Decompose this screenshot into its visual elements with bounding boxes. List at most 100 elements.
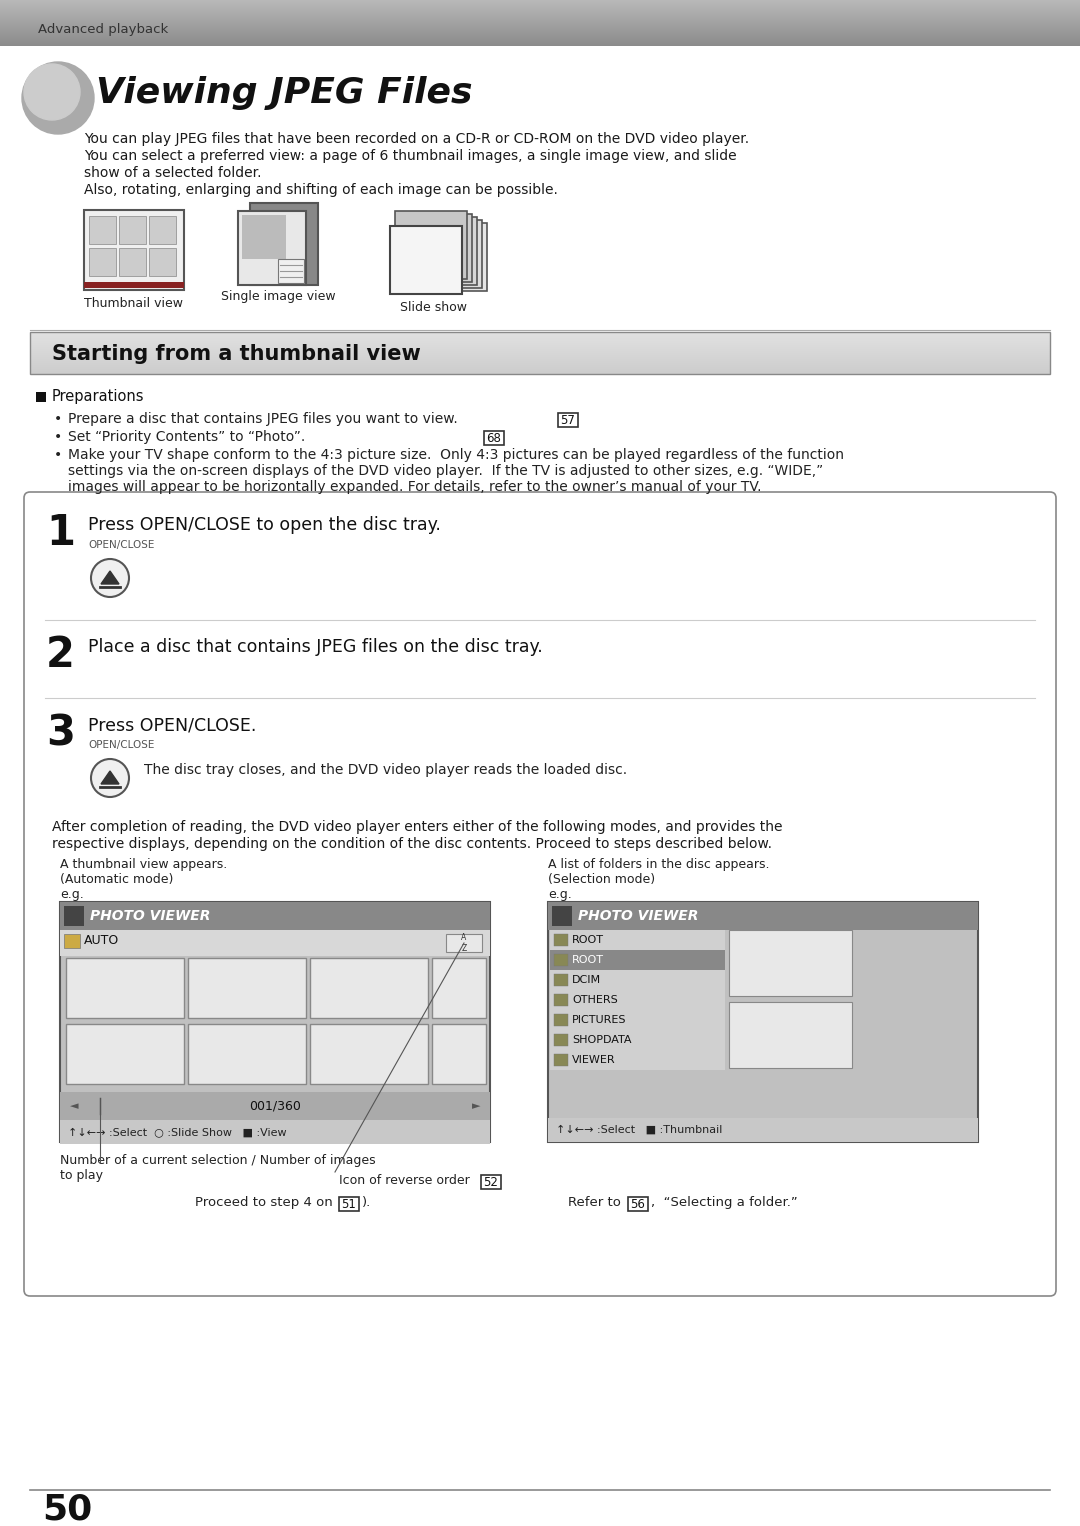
Bar xyxy=(554,1013,568,1025)
Bar xyxy=(415,223,487,291)
Bar xyxy=(30,333,1050,374)
Text: The disc tray closes, and the DVD video player reads the loaded disc.: The disc tray closes, and the DVD video … xyxy=(144,763,627,777)
Bar xyxy=(558,414,578,427)
Text: •: • xyxy=(54,449,63,462)
Bar xyxy=(278,259,303,282)
Bar xyxy=(550,990,725,1010)
Text: SHOPDATA: SHOPDATA xyxy=(572,1035,632,1045)
Text: e.g.: e.g. xyxy=(60,888,84,900)
Bar xyxy=(481,1175,501,1189)
Text: After completion of reading, the DVD video player enters either of the following: After completion of reading, the DVD vid… xyxy=(52,819,783,835)
Bar xyxy=(432,1024,486,1083)
Text: show of a selected folder.: show of a selected folder. xyxy=(84,166,261,180)
Text: ).: ). xyxy=(362,1196,372,1209)
Text: 52: 52 xyxy=(484,1175,499,1189)
Text: Refer to: Refer to xyxy=(568,1196,625,1209)
Text: 68: 68 xyxy=(487,432,501,444)
Text: •: • xyxy=(54,430,63,444)
Text: OTHERS: OTHERS xyxy=(572,995,618,1006)
Text: settings via the on-screen displays of the DVD video player.  If the TV is adjus: settings via the on-screen displays of t… xyxy=(68,464,823,478)
Bar xyxy=(119,249,146,276)
Bar xyxy=(390,226,462,295)
Bar xyxy=(548,1119,978,1141)
Text: ↑↓←→ :Select  ○ :Slide Show   ■ :View: ↑↓←→ :Select ○ :Slide Show ■ :View xyxy=(68,1128,286,1137)
Text: PHOTO VIEWER: PHOTO VIEWER xyxy=(90,909,211,923)
Text: Set “Priority Contents” to “Photo”.: Set “Priority Contents” to “Photo”. xyxy=(68,430,306,444)
Bar xyxy=(149,249,176,276)
Bar xyxy=(552,906,572,926)
Text: 51: 51 xyxy=(341,1198,356,1210)
Text: 1: 1 xyxy=(46,513,75,554)
Text: e.g.: e.g. xyxy=(548,888,571,900)
Text: A
Z: A Z xyxy=(461,934,467,952)
Text: Also, rotating, enlarging and shifting of each image can be possible.: Also, rotating, enlarging and shifting o… xyxy=(84,183,558,197)
Bar xyxy=(550,929,725,951)
Bar xyxy=(89,217,116,244)
Bar xyxy=(64,906,84,926)
Text: Proceed to step 4 on: Proceed to step 4 on xyxy=(195,1196,337,1209)
Text: Preparations: Preparations xyxy=(52,389,145,404)
Bar xyxy=(238,211,306,285)
Text: 50: 50 xyxy=(42,1492,92,1526)
Text: Icon of reverse order: Icon of reverse order xyxy=(339,1173,474,1187)
Polygon shape xyxy=(102,771,119,784)
Text: ↑↓←→ :Select   ■ :Thumbnail: ↑↓←→ :Select ■ :Thumbnail xyxy=(556,1125,723,1135)
Text: OPEN/CLOSE: OPEN/CLOSE xyxy=(87,740,154,749)
Bar xyxy=(60,1120,490,1144)
Bar xyxy=(410,220,482,288)
Text: Make your TV shape conform to the 4:3 picture size.  Only 4:3 pictures can be pl: Make your TV shape conform to the 4:3 pi… xyxy=(68,449,843,462)
Text: (Automatic mode): (Automatic mode) xyxy=(60,873,174,887)
Bar xyxy=(89,249,116,276)
Text: ►: ► xyxy=(472,1100,481,1111)
Bar xyxy=(548,902,978,929)
Bar xyxy=(66,1024,184,1083)
Text: Prepare a disc that contains JPEG files you want to view.: Prepare a disc that contains JPEG files … xyxy=(68,412,458,426)
Bar xyxy=(550,1050,725,1070)
Text: You can play JPEG files that have been recorded on a CD-R or CD-ROM on the DVD v: You can play JPEG files that have been r… xyxy=(84,133,750,146)
Bar xyxy=(729,1003,852,1068)
Text: respective displays, depending on the condition of the disc contents. Proceed to: respective displays, depending on the co… xyxy=(52,836,772,852)
Bar xyxy=(188,1024,306,1083)
Bar xyxy=(432,958,486,1018)
Text: •: • xyxy=(54,412,63,426)
Bar xyxy=(550,951,725,971)
Bar xyxy=(550,1030,725,1050)
Text: 56: 56 xyxy=(631,1198,646,1210)
Bar xyxy=(64,934,80,948)
Circle shape xyxy=(22,63,94,134)
Text: VIEWER: VIEWER xyxy=(572,1054,616,1065)
Text: Viewing JPEG Files: Viewing JPEG Files xyxy=(96,76,473,110)
Text: ◄: ◄ xyxy=(70,1100,78,1111)
Text: images will appear to be horizontally expanded. For details, refer to the owner’: images will appear to be horizontally ex… xyxy=(68,481,761,494)
Text: Press OPEN/CLOSE to open the disc tray.: Press OPEN/CLOSE to open the disc tray. xyxy=(87,516,441,534)
Bar xyxy=(188,958,306,1018)
Bar xyxy=(548,902,978,1141)
Text: ,  “Selecting a folder.”: , “Selecting a folder.” xyxy=(651,1196,798,1209)
Text: Single image view: Single image view xyxy=(220,290,335,304)
Bar xyxy=(550,971,725,990)
Text: (Selection mode): (Selection mode) xyxy=(548,873,656,887)
Circle shape xyxy=(91,758,129,797)
Bar xyxy=(60,929,490,955)
Circle shape xyxy=(24,64,80,121)
Bar xyxy=(484,430,504,446)
Text: 2: 2 xyxy=(46,633,75,676)
Bar xyxy=(405,217,477,285)
Text: 3: 3 xyxy=(46,713,75,754)
Bar xyxy=(149,217,176,244)
Text: Press OPEN/CLOSE.: Press OPEN/CLOSE. xyxy=(87,716,256,734)
Text: AUTO: AUTO xyxy=(84,934,119,948)
Text: ROOT: ROOT xyxy=(572,935,604,945)
Bar xyxy=(66,958,184,1018)
Bar xyxy=(446,934,482,952)
Bar xyxy=(554,993,568,1006)
Bar xyxy=(554,1035,568,1045)
Text: Number of a current selection / Number of images: Number of a current selection / Number o… xyxy=(60,1154,376,1167)
Text: Starting from a thumbnail view: Starting from a thumbnail view xyxy=(52,343,421,365)
Text: A list of folders in the disc appears.: A list of folders in the disc appears. xyxy=(548,858,769,871)
Text: ROOT: ROOT xyxy=(572,955,604,964)
Text: Advanced playback: Advanced playback xyxy=(38,23,168,37)
Bar xyxy=(60,902,490,1141)
Text: 001/360: 001/360 xyxy=(249,1100,301,1112)
Text: PHOTO VIEWER: PHOTO VIEWER xyxy=(578,909,699,923)
